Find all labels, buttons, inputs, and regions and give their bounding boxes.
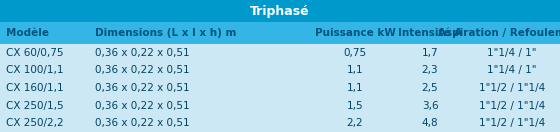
Text: CX 60/0,75: CX 60/0,75 <box>6 48 63 58</box>
Text: 0,36 x 0,22 x 0,51: 0,36 x 0,22 x 0,51 <box>95 101 190 111</box>
Bar <box>0 79 560 97</box>
Text: Triphasé: Triphasé <box>250 4 310 18</box>
Text: 3,6: 3,6 <box>422 101 438 111</box>
Text: 1,1: 1,1 <box>347 65 363 75</box>
Bar <box>0 62 560 79</box>
Text: 1"1/2 / 1"1/4: 1"1/2 / 1"1/4 <box>479 118 545 128</box>
Text: CX 250/1,5: CX 250/1,5 <box>6 101 64 111</box>
Text: 4,8: 4,8 <box>422 118 438 128</box>
Bar <box>0 97 560 114</box>
Text: CX 250/2,2: CX 250/2,2 <box>6 118 64 128</box>
Text: 0,36 x 0,22 x 0,51: 0,36 x 0,22 x 0,51 <box>95 65 190 75</box>
Bar <box>0 0 560 22</box>
Text: 2,2: 2,2 <box>347 118 363 128</box>
Text: 1,7: 1,7 <box>422 48 438 58</box>
Text: 0,36 x 0,22 x 0,51: 0,36 x 0,22 x 0,51 <box>95 48 190 58</box>
Text: 1,1: 1,1 <box>347 83 363 93</box>
Text: 1"1/4 / 1": 1"1/4 / 1" <box>487 65 536 75</box>
Text: CX 100/1,1: CX 100/1,1 <box>6 65 63 75</box>
Text: Intensité A: Intensité A <box>398 28 462 38</box>
Text: 0,75: 0,75 <box>343 48 367 58</box>
Text: 1,5: 1,5 <box>347 101 363 111</box>
Text: 1"1/4 / 1": 1"1/4 / 1" <box>487 48 536 58</box>
Text: 2,3: 2,3 <box>422 65 438 75</box>
Bar <box>0 22 560 44</box>
Bar <box>0 114 560 132</box>
Text: 0,36 x 0,22 x 0,51: 0,36 x 0,22 x 0,51 <box>95 118 190 128</box>
Text: CX 160/1,1: CX 160/1,1 <box>6 83 64 93</box>
Text: Modèle: Modèle <box>6 28 49 38</box>
Bar <box>0 44 560 62</box>
Text: 0,36 x 0,22 x 0,51: 0,36 x 0,22 x 0,51 <box>95 83 190 93</box>
Text: 2,5: 2,5 <box>422 83 438 93</box>
Text: 1"1/2 / 1"1/4: 1"1/2 / 1"1/4 <box>479 101 545 111</box>
Text: 1"1/2 / 1"1/4: 1"1/2 / 1"1/4 <box>479 83 545 93</box>
Text: Aspiration / Refoulement: Aspiration / Refoulement <box>438 28 560 38</box>
Text: Dimensions (L x l x h) m: Dimensions (L x l x h) m <box>95 28 236 38</box>
Text: Puissance kW: Puissance kW <box>315 28 395 38</box>
